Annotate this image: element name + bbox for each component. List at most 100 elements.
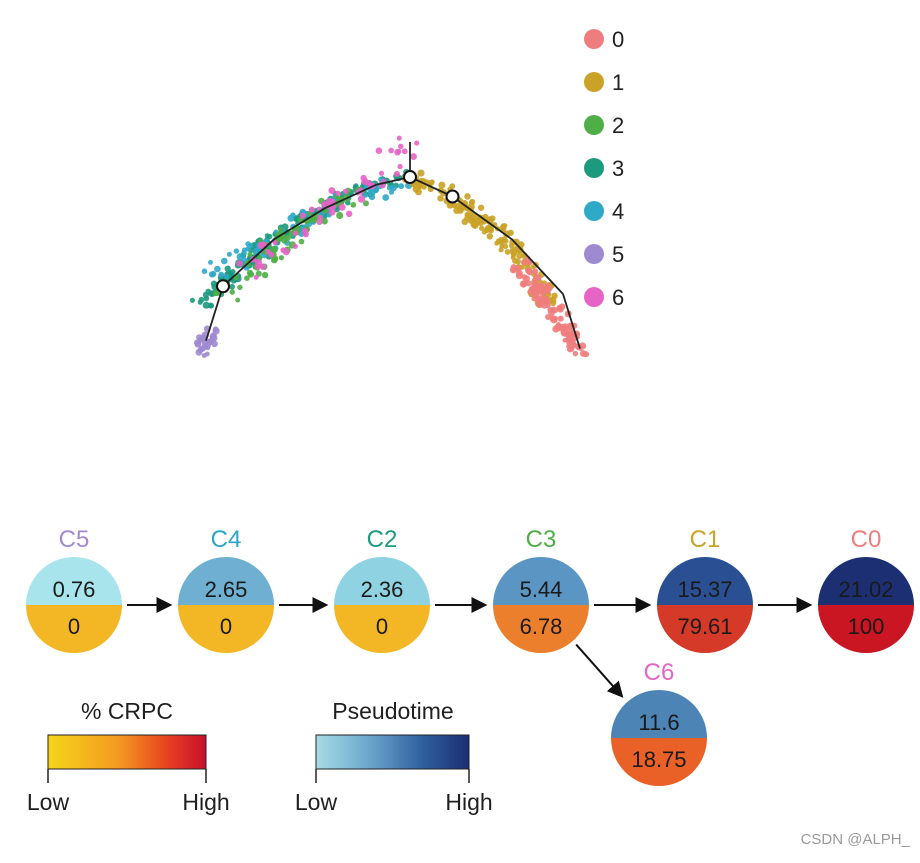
scatter-point-cluster-4-45 [398, 183, 405, 190]
scatter-point-cluster-6-0 [338, 203, 346, 211]
node-c0-pseudotime-value: 21.02 [838, 577, 893, 602]
scatter-point-cluster-0-107 [552, 317, 558, 323]
scatter-point-cluster-2-19 [281, 236, 288, 244]
node-c3-pseudotime-value: 5.44 [520, 577, 563, 602]
scatter-point-cluster-5-18 [207, 339, 214, 346]
scatter-point-cluster-6-9 [388, 147, 394, 154]
scatter-point-cluster-6-32 [316, 219, 323, 226]
scatter-point-cluster-6-7 [401, 148, 408, 155]
scatter-point-cluster-6-30 [317, 214, 324, 221]
scatter-point-cluster-2-21 [247, 251, 253, 257]
scatter-point-cluster-5-13 [195, 348, 203, 356]
scatter-point-cluster-6-31 [299, 212, 307, 219]
scatter-point-cluster-6-43 [398, 143, 404, 150]
legend-label-4: 4 [612, 199, 624, 224]
scatter-point-cluster-0-109 [531, 280, 539, 288]
scatter-point-cluster-5-24 [204, 345, 211, 351]
scatter-point-cluster-1-133 [509, 238, 517, 246]
scatter-point-cluster-4-32 [245, 246, 251, 252]
scatter-point-cluster-6-23 [397, 163, 403, 170]
scatter-point-cluster-1-119 [412, 185, 420, 193]
scatter-point-cluster-6-47 [375, 147, 383, 154]
scatter-point-cluster-0-91 [519, 280, 528, 288]
node-c4-label: C4 [211, 526, 242, 553]
scatter-point-cluster-0-108 [566, 335, 574, 342]
scatter-point-cluster-6-51 [292, 243, 298, 249]
node-c3-label: C3 [526, 526, 557, 553]
scatter-point-cluster-1-102 [486, 233, 494, 240]
scatter-point-cluster-6-25 [410, 153, 417, 161]
node-c4-crpc-half [178, 605, 274, 653]
scatter-point-cluster-6-20 [393, 170, 400, 177]
scatter-point-cluster-0-80 [557, 315, 564, 322]
node-c1: C1 15.37 79.61 [657, 526, 753, 653]
scatter-point-cluster-4-67 [290, 212, 296, 218]
scatter-point-cluster-6-18 [357, 195, 366, 203]
scatter-point-cluster-6-34 [328, 187, 336, 195]
scatter-point-cluster-1-141 [489, 215, 496, 222]
scatter-point-cluster-2-58 [213, 290, 220, 296]
scatter-point-cluster-1-14 [479, 225, 485, 231]
scatter-point-cluster-2-65 [270, 245, 278, 254]
scatter-point-cluster-4-15 [382, 194, 390, 201]
scatter-point-cluster-6-49 [254, 258, 263, 267]
scatter-point-cluster-2-32 [237, 284, 243, 290]
scatter-point-cluster-0-30 [521, 274, 528, 281]
scatter-point-cluster-1-140 [468, 199, 474, 205]
node-c3-crpc-value: 6.78 [520, 614, 563, 639]
scatter-point-cluster-4-63 [208, 259, 213, 265]
node-c0-crpc-value: 100 [848, 614, 885, 639]
node-c6-label: C6 [644, 659, 675, 686]
node-c0-pseudotime-half [818, 557, 914, 605]
watermark: CSDN @ALPH_ [800, 831, 910, 848]
legend-swatch-6 [584, 287, 604, 307]
scatter-point-cluster-1-159 [417, 169, 425, 177]
scatter-point-cluster-6-50 [394, 149, 401, 156]
scatter-point-cluster-6-19 [360, 174, 367, 182]
scatter-point-cluster-1-162 [457, 207, 464, 214]
node-c6-pseudotime-value: 11.6 [638, 710, 679, 735]
crpc-low-label: Low [27, 789, 70, 815]
scatter-series-cluster-6 [236, 135, 420, 280]
scatter-point-cluster-6-22 [292, 230, 299, 236]
legend-swatch-0 [584, 29, 604, 49]
scatter-point-cluster-4-7 [221, 257, 228, 265]
scatter-point-cluster-4-38 [218, 271, 225, 278]
scatter-point-cluster-0-2 [532, 268, 539, 275]
scatter-point-cluster-2-66 [297, 217, 303, 223]
node-c2-pseudotime-half [334, 557, 430, 605]
scatter-point-cluster-0-77 [521, 259, 527, 266]
scatter-point-cluster-4-13 [214, 265, 221, 273]
scatter-point-cluster-0-47 [545, 313, 552, 321]
crpc-legend: % CRPC Low High [27, 698, 230, 815]
crpc-gradient-bar [47, 734, 207, 770]
scatter-point-cluster-0-103 [569, 346, 575, 352]
scatter-point-cluster-1-124 [530, 264, 536, 270]
node-c2-crpc-value: 0 [376, 614, 388, 639]
scatter-point-cluster-2-35 [247, 271, 255, 278]
scatter-point-cluster-4-21 [224, 274, 230, 280]
scatter-point-cluster-3-59 [189, 297, 195, 303]
scatter-point-cluster-2-22 [261, 271, 269, 279]
scatter-point-cluster-5-1 [204, 351, 210, 357]
legend-label-1: 1 [612, 70, 624, 95]
scatter-point-cluster-1-158 [497, 237, 505, 244]
scatter-point-cluster-6-53 [321, 200, 328, 208]
scatter-point-cluster-0-98 [554, 324, 561, 331]
scatter-point-cluster-4-30 [226, 251, 232, 257]
scatter-point-cluster-2-56 [311, 216, 319, 224]
node-c2-crpc-half [334, 605, 430, 653]
scatter-point-cluster-2-9 [235, 297, 241, 303]
scatter-point-cluster-0-75 [552, 307, 559, 314]
scatter-point-cluster-2-49 [244, 275, 250, 282]
pseudotime-legend: Pseudotime Low High [295, 698, 493, 815]
scatter-point-cluster-1-150 [512, 257, 519, 264]
node-c1-pseudotime-value: 15.37 [677, 577, 732, 602]
node-c5-crpc-value: 0 [68, 614, 80, 639]
legend-label-3: 3 [612, 156, 624, 181]
pseudotime-legend-title: Pseudotime [332, 698, 453, 724]
node-c1-crpc-half [657, 605, 753, 653]
scatter-point-cluster-5-19 [212, 327, 220, 335]
scatter-point-cluster-2-38 [336, 211, 344, 220]
scatter-point-cluster-1-138 [437, 195, 444, 202]
